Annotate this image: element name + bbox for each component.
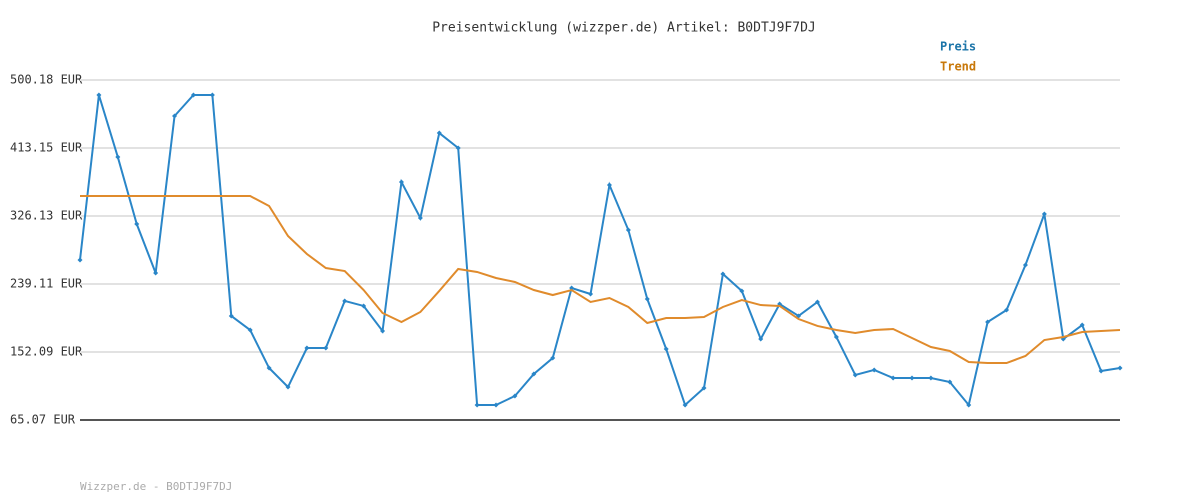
point xyxy=(928,375,934,381)
point xyxy=(190,92,196,98)
point xyxy=(852,372,858,378)
point xyxy=(588,291,594,297)
series-line xyxy=(79,93,1121,408)
point xyxy=(323,345,329,351)
point xyxy=(342,298,348,304)
point xyxy=(833,334,839,340)
point xyxy=(285,384,291,390)
point xyxy=(361,303,367,309)
point xyxy=(436,130,442,136)
point xyxy=(1079,322,1085,328)
y-tick-label: 326.13 EUR xyxy=(10,209,83,223)
point xyxy=(398,179,404,185)
point xyxy=(814,299,820,305)
point xyxy=(550,355,556,361)
point xyxy=(739,288,745,294)
point xyxy=(1117,365,1123,371)
point xyxy=(569,285,575,291)
point xyxy=(115,154,121,160)
y-tick-label: 65.07 EUR xyxy=(10,413,76,427)
point xyxy=(1041,211,1047,217)
point xyxy=(134,221,140,227)
y-tick-label: 500.18 EUR xyxy=(10,73,83,87)
point xyxy=(77,257,83,263)
point xyxy=(304,345,310,351)
point xyxy=(228,313,234,319)
point xyxy=(380,328,386,334)
legend-label: Preis xyxy=(940,40,976,54)
point xyxy=(1098,368,1104,374)
series-line xyxy=(80,195,1121,365)
point xyxy=(644,296,650,302)
point xyxy=(512,393,518,399)
point xyxy=(871,367,877,373)
point xyxy=(417,215,423,221)
point xyxy=(493,402,499,408)
y-tick-label: 152.09 EUR xyxy=(10,345,83,359)
point xyxy=(947,379,953,385)
point xyxy=(890,375,896,381)
point xyxy=(701,385,707,391)
point xyxy=(909,375,915,381)
point xyxy=(96,92,102,98)
point xyxy=(985,319,991,325)
point xyxy=(266,365,272,371)
point xyxy=(247,327,253,333)
point xyxy=(474,402,480,408)
point xyxy=(606,182,612,188)
point xyxy=(455,145,461,151)
y-tick-label: 239.11 EUR xyxy=(10,277,83,291)
legend-label: Trend xyxy=(940,60,976,74)
y-tick-label: 413.15 EUR xyxy=(10,141,83,155)
point xyxy=(625,227,631,233)
point xyxy=(172,113,178,119)
point xyxy=(682,402,688,408)
point xyxy=(209,92,215,98)
point xyxy=(966,402,972,408)
point xyxy=(531,371,537,377)
point xyxy=(720,271,726,277)
point xyxy=(758,336,764,342)
chart-title: Preisentwicklung (wizzper.de) Artikel: B… xyxy=(432,21,816,36)
point xyxy=(1004,307,1010,313)
point xyxy=(663,346,669,352)
point xyxy=(153,270,159,276)
footer: Wizzper.de - B0DTJ9F7DJ xyxy=(80,480,232,493)
point xyxy=(1022,262,1028,268)
